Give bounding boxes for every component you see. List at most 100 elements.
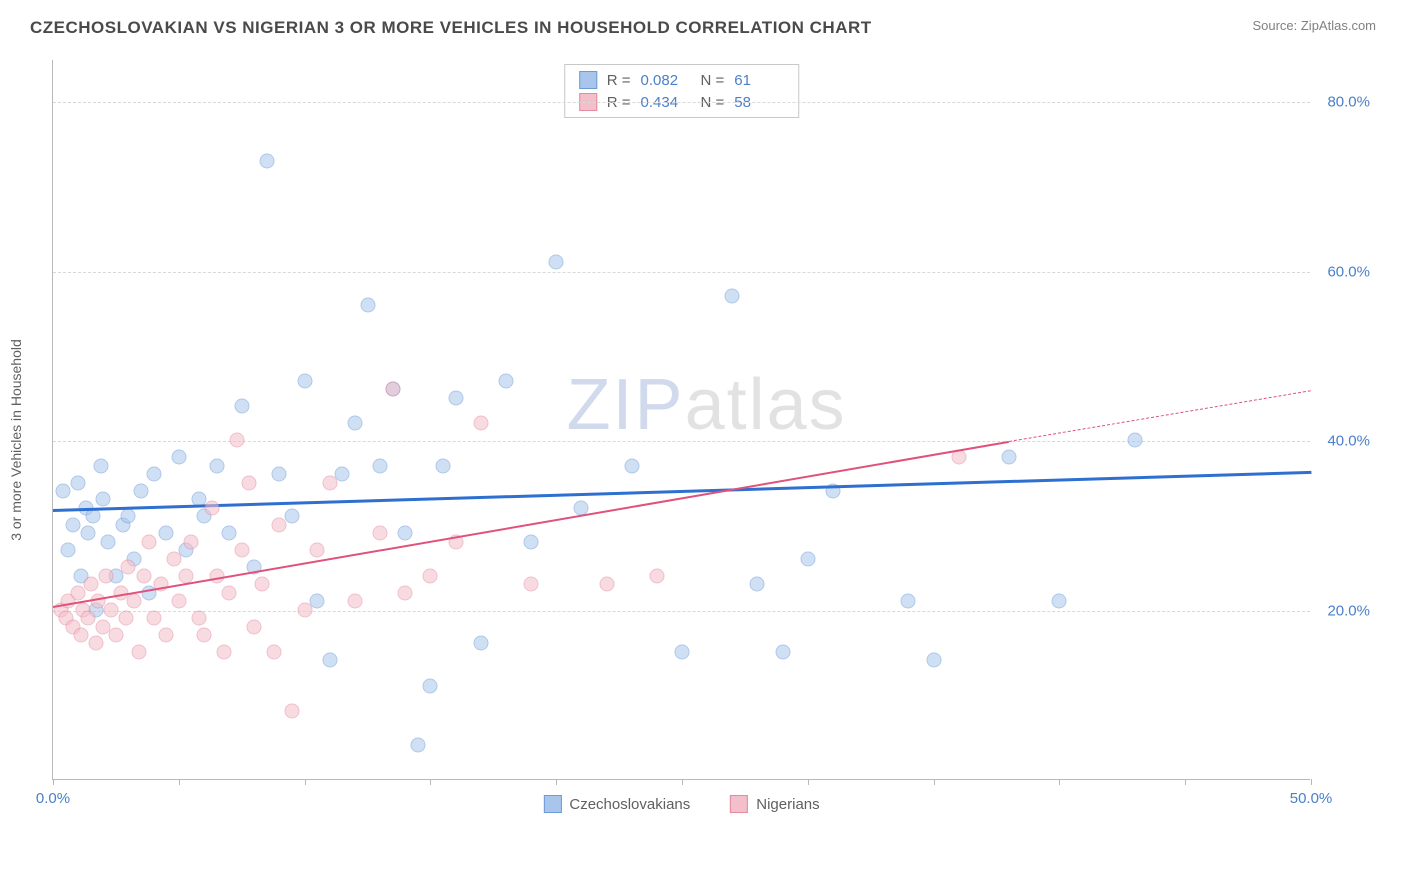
scatter-point [272, 517, 287, 532]
scatter-point [347, 594, 362, 609]
source-attribution: Source: ZipAtlas.com [1252, 18, 1376, 33]
scatter-point [171, 450, 186, 465]
scatter-point [141, 534, 156, 549]
scatter-point [448, 390, 463, 405]
series-swatch [730, 795, 748, 813]
n-value: 61 [734, 72, 784, 89]
scatter-point [310, 543, 325, 558]
scatter-point [398, 585, 413, 600]
scatter-point [126, 594, 141, 609]
scatter-point [335, 467, 350, 482]
scatter-point [93, 458, 108, 473]
x-tick [430, 779, 431, 785]
scatter-point [398, 526, 413, 541]
scatter-point [159, 526, 174, 541]
legend-item: Nigerians [730, 795, 819, 813]
scatter-point [322, 475, 337, 490]
scatter-point [423, 568, 438, 583]
scatter-point [131, 644, 146, 659]
scatter-point [171, 594, 186, 609]
scatter-point [166, 551, 181, 566]
x-tick [808, 779, 809, 785]
y-tick-label: 20.0% [1327, 602, 1370, 619]
scatter-point [234, 399, 249, 414]
scatter-point [96, 492, 111, 507]
scatter-point [310, 594, 325, 609]
scatter-point [800, 551, 815, 566]
scatter-point [297, 373, 312, 388]
series-swatch [579, 71, 597, 89]
scatter-point [204, 500, 219, 515]
scatter-point [775, 644, 790, 659]
scatter-point [146, 467, 161, 482]
x-tick [1059, 779, 1060, 785]
scatter-point [675, 644, 690, 659]
x-tick-label: 50.0% [1290, 790, 1333, 807]
scatter-point [473, 636, 488, 651]
trend-line [53, 471, 1311, 512]
y-axis-label: 3 or more Vehicles in Household [8, 339, 24, 541]
scatter-point [285, 704, 300, 719]
scatter-point [247, 619, 262, 634]
scatter-point [410, 738, 425, 753]
series-name: Czechoslovakians [569, 796, 690, 813]
y-tick-label: 60.0% [1327, 263, 1370, 280]
scatter-point [86, 509, 101, 524]
scatter-point [524, 577, 539, 592]
scatter-point [473, 416, 488, 431]
scatter-point [1002, 450, 1017, 465]
scatter-point [285, 509, 300, 524]
scatter-point [1127, 433, 1142, 448]
series-name: Nigerians [756, 796, 819, 813]
scatter-point [385, 382, 400, 397]
scatter-point [217, 644, 232, 659]
scatter-point [159, 628, 174, 643]
scatter-point [229, 433, 244, 448]
scatter-point [360, 297, 375, 312]
scatter-point [222, 526, 237, 541]
scatter-point [134, 484, 149, 499]
scatter-point [373, 526, 388, 541]
legend-item: Czechoslovakians [543, 795, 690, 813]
watermark: ZIPatlas [567, 364, 847, 446]
scatter-point [101, 534, 116, 549]
scatter-point [750, 577, 765, 592]
scatter-point [81, 526, 96, 541]
scatter-point [272, 467, 287, 482]
scatter-point [234, 543, 249, 558]
scatter-point [146, 611, 161, 626]
scatter-point [242, 475, 257, 490]
x-tick [556, 779, 557, 785]
x-tick [305, 779, 306, 785]
scatter-point [322, 653, 337, 668]
scatter-point [498, 373, 513, 388]
scatter-point [649, 568, 664, 583]
scatter-point [56, 484, 71, 499]
scatter-point [1052, 594, 1067, 609]
scatter-point [121, 509, 136, 524]
scatter-point [599, 577, 614, 592]
x-tick [682, 779, 683, 785]
scatter-point [347, 416, 362, 431]
scatter-point [108, 628, 123, 643]
chart-container: 3 or more Vehicles in Household ZIPatlas… [52, 60, 1372, 820]
n-label: N = [701, 72, 725, 89]
scatter-point [184, 534, 199, 549]
series-swatch [543, 795, 561, 813]
scatter-point [103, 602, 118, 617]
gridline [53, 611, 1310, 612]
y-tick-label: 40.0% [1327, 433, 1370, 450]
scatter-point [267, 644, 282, 659]
scatter-point [73, 628, 88, 643]
scatter-point [98, 568, 113, 583]
scatter-point [136, 568, 151, 583]
scatter-point [209, 458, 224, 473]
chart-title: CZECHOSLOVAKIAN VS NIGERIAN 3 OR MORE VE… [30, 18, 872, 38]
scatter-point [66, 517, 81, 532]
gridline [53, 272, 1310, 273]
scatter-point [61, 543, 76, 558]
scatter-point [121, 560, 136, 575]
scatter-point [254, 577, 269, 592]
scatter-point [524, 534, 539, 549]
gridline [53, 102, 1310, 103]
